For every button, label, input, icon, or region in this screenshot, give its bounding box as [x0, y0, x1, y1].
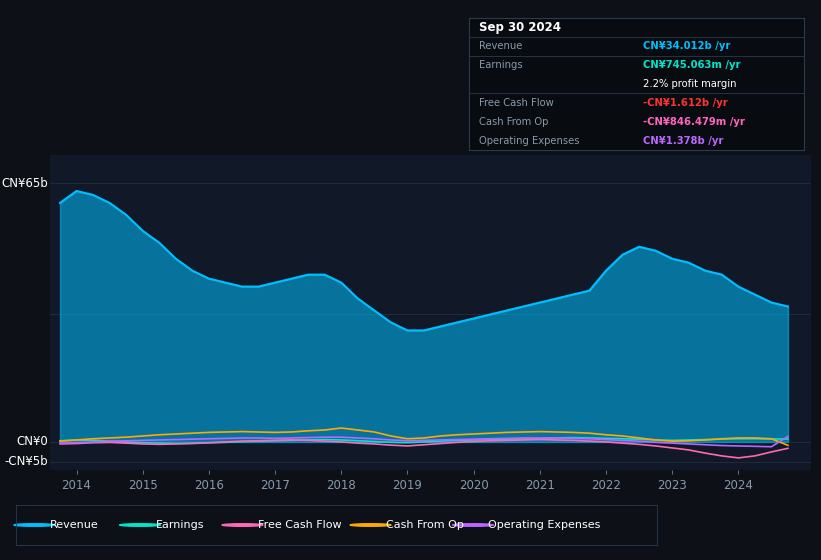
- Circle shape: [222, 524, 263, 526]
- Circle shape: [452, 524, 493, 526]
- Text: Earnings: Earnings: [155, 520, 204, 530]
- Text: Revenue: Revenue: [479, 41, 522, 52]
- Text: -CN¥846.479m /yr: -CN¥846.479m /yr: [643, 116, 745, 127]
- Text: Earnings: Earnings: [479, 60, 522, 70]
- Text: -CN¥1.612b /yr: -CN¥1.612b /yr: [643, 98, 727, 108]
- Circle shape: [14, 524, 55, 526]
- Circle shape: [120, 524, 161, 526]
- Text: Operating Expenses: Operating Expenses: [479, 136, 580, 146]
- Text: CN¥65b: CN¥65b: [1, 176, 48, 189]
- Text: Cash From Op: Cash From Op: [479, 116, 548, 127]
- Text: CN¥0: CN¥0: [16, 436, 48, 449]
- Text: Free Cash Flow: Free Cash Flow: [479, 98, 553, 108]
- Text: Free Cash Flow: Free Cash Flow: [258, 520, 342, 530]
- Text: Revenue: Revenue: [50, 520, 99, 530]
- Text: Sep 30 2024: Sep 30 2024: [479, 21, 561, 34]
- Text: Cash From Op: Cash From Op: [386, 520, 464, 530]
- Text: CN¥34.012b /yr: CN¥34.012b /yr: [643, 41, 731, 52]
- Text: -CN¥5b: -CN¥5b: [4, 455, 48, 468]
- Circle shape: [350, 524, 391, 526]
- Text: CN¥745.063m /yr: CN¥745.063m /yr: [643, 60, 741, 70]
- Text: CN¥1.378b /yr: CN¥1.378b /yr: [643, 136, 723, 146]
- Text: 2.2% profit margin: 2.2% profit margin: [643, 79, 736, 89]
- Text: Operating Expenses: Operating Expenses: [488, 520, 601, 530]
